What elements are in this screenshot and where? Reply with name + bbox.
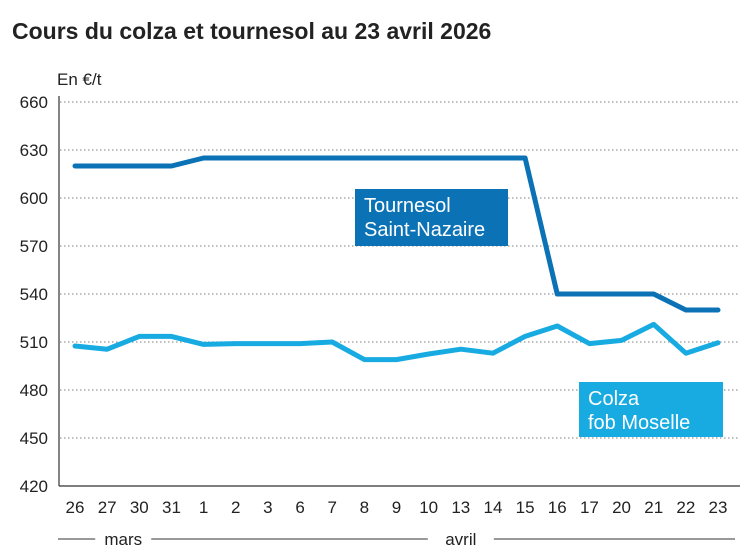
y-tick-label: 660 [20,93,48,112]
x-tick-label: 6 [295,498,304,517]
x-tick-label: 14 [483,498,502,517]
x-tick-label: 9 [392,498,401,517]
x-tick-label: 3 [263,498,272,517]
x-tick-label: 21 [644,498,663,517]
x-tick-label: 7 [327,498,336,517]
chart-title: Cours du colza et tournesol au 23 avril … [12,18,492,44]
x-tick-label: 27 [98,498,117,517]
y-tick-label: 570 [20,237,48,256]
series-label: Saint-Nazaire [364,219,485,241]
y-tick-label: 420 [20,477,48,496]
y-tick-label: 540 [20,285,48,304]
month-label: mars [104,530,142,549]
series-label: Tournesol [364,195,451,217]
y-tick-label: 630 [20,141,48,160]
x-tick-label: 31 [162,498,181,517]
x-tick-label: 30 [130,498,149,517]
y-tick-label: 600 [20,189,48,208]
month-label: avril [445,530,476,549]
x-tick-label: 1 [199,498,208,517]
x-tick-label: 20 [612,498,631,517]
x-tick-label: 16 [548,498,567,517]
y-tick-label: 480 [20,381,48,400]
series-label-box [355,189,508,246]
series-line-colza [72,321,721,363]
y-axis-label: En €/t [57,70,102,89]
x-tick-label: 22 [676,498,695,517]
series-label: fob Moselle [588,412,690,434]
x-tick-label: 23 [709,498,728,517]
x-tick-label: 26 [66,498,85,517]
x-tick-label: 13 [451,498,470,517]
y-tick-label: 450 [20,429,48,448]
y-tick-label: 510 [20,333,48,352]
series-label: Colza [588,388,640,410]
x-tick-label: 10 [419,498,438,517]
series-line-tournesol [72,155,721,313]
series-label-box [579,382,723,437]
x-tick-label: 2 [231,498,240,517]
x-tick-label: 15 [516,498,535,517]
x-tick-label: 8 [360,498,369,517]
x-tick-label: 17 [580,498,599,517]
